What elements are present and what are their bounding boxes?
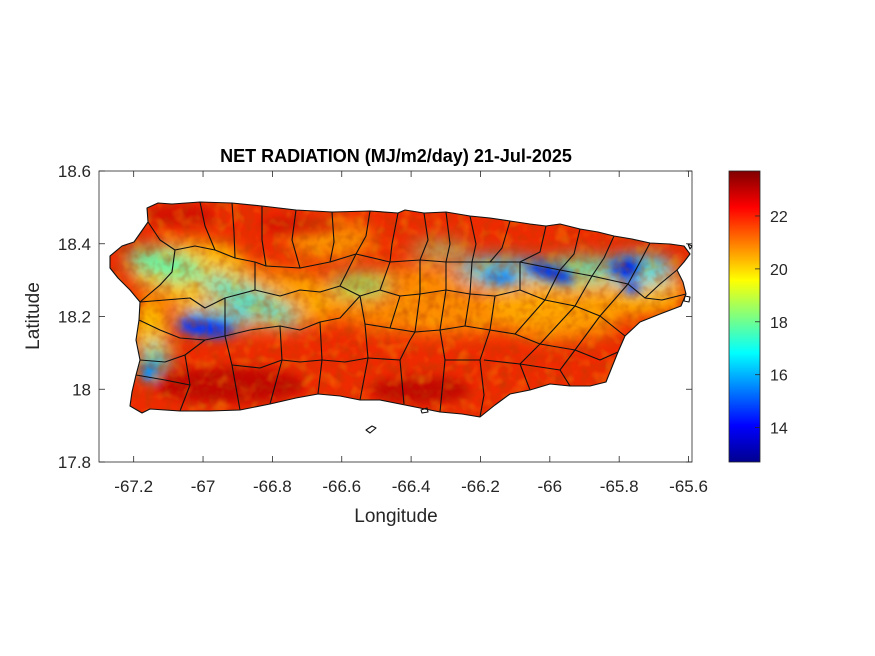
colorbar-tick-label: 18 [770, 315, 788, 332]
x-tick-label: -65.6 [669, 477, 708, 496]
municipality-boundaries [109, 201, 693, 434]
x-tick-label: -65.8 [600, 477, 639, 496]
x-tick-label: -66.2 [461, 477, 500, 496]
y-tick-label: 18.4 [58, 235, 91, 254]
y-tick-label: 18.2 [58, 308, 91, 327]
y-axis: 18.6 18.4 18.2 18 17.8 [58, 162, 692, 472]
x-tick-label: -66 [538, 477, 563, 496]
y-axis-label: Latitude [23, 282, 44, 350]
x-tick-label: -66.6 [322, 477, 361, 496]
colorbar-scale [728, 170, 761, 463]
colorbar: 22 20 18 16 14 [728, 170, 788, 463]
x-tick-label: -66.8 [253, 477, 292, 496]
y-tick-label: 18.6 [58, 162, 91, 181]
heatmap [110, 202, 690, 417]
y-tick-label: 18 [72, 380, 91, 399]
chart-title: NET RADIATION (MJ/m2/day) 21-Jul-2025 [220, 146, 572, 166]
x-axis-label: Longitude [354, 506, 437, 527]
x-tick-label: -66.4 [392, 477, 431, 496]
colorbar-ticks: 22 20 18 16 14 [755, 209, 788, 438]
x-axis: -67.2 -67 -66.8 -66.6 -66.4 -66.2 -66 -65.8 -65.… [114, 171, 708, 496]
x-tick-label: -67.2 [114, 477, 153, 496]
x-tick-label: -67 [191, 477, 216, 496]
colorbar-tick-label: 22 [770, 209, 788, 226]
colorbar-tick-label: 16 [770, 368, 788, 385]
colorbar-tick-label: 20 [770, 262, 788, 279]
colorbar-tick-label: 14 [770, 421, 788, 438]
y-tick-label: 17.8 [58, 453, 91, 472]
